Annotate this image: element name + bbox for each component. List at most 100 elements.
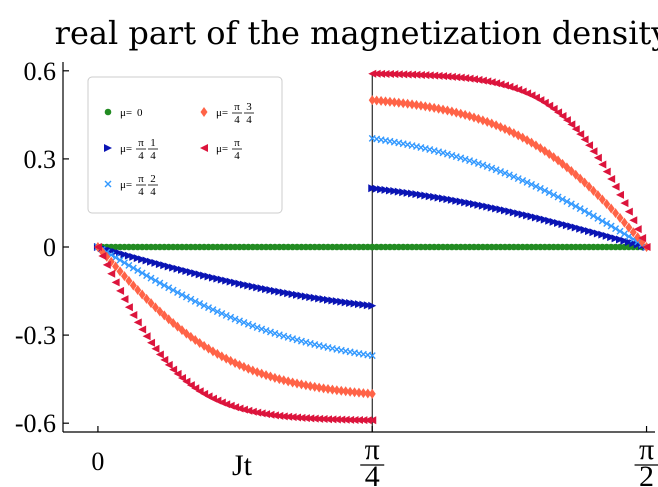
data-point (342, 386, 350, 397)
series-circle (94, 243, 650, 251)
legend-label-prefix: μ= (120, 179, 132, 191)
data-point (104, 144, 112, 152)
x-tick-label-denominator: 4 (365, 460, 380, 487)
data-point (558, 220, 567, 229)
data-point (155, 350, 164, 359)
data-point-stroke (523, 178, 531, 186)
data-point (576, 205, 584, 213)
data-point (549, 217, 558, 226)
x-tick-label-numerator: π (639, 433, 654, 466)
data-point (598, 217, 606, 225)
data-point (208, 273, 217, 282)
data-point (332, 297, 341, 306)
data-point (133, 318, 142, 327)
data-point (266, 285, 275, 294)
data-point (461, 109, 469, 120)
data-point (616, 235, 625, 244)
data-point (581, 207, 589, 215)
data-point (443, 105, 451, 116)
data-point (531, 213, 540, 222)
data-point-stroke (514, 175, 522, 183)
data-point (585, 209, 593, 217)
data-point (257, 284, 266, 293)
data-point (466, 157, 474, 165)
data-point (540, 215, 549, 224)
data-point (178, 291, 186, 299)
data-point (549, 104, 558, 113)
data-point (332, 415, 341, 424)
data-point (341, 415, 350, 424)
data-point (403, 188, 412, 197)
data-point (289, 377, 297, 388)
data-point (120, 259, 128, 267)
data-point (456, 197, 465, 206)
data-point (165, 284, 173, 292)
data-point (368, 69, 377, 78)
data-point (585, 141, 594, 150)
data-point (426, 102, 434, 113)
data-point (239, 280, 248, 289)
data-point (346, 298, 355, 307)
data-point (540, 98, 549, 107)
legend-label-prefix: μ= (216, 107, 228, 119)
data-point (191, 384, 200, 393)
data-point (217, 275, 226, 284)
legend-fraction-numerator: π (138, 137, 144, 149)
data-point (528, 180, 536, 188)
data-point (129, 310, 138, 319)
data-point (134, 267, 142, 275)
data-point (266, 410, 275, 419)
data-point (385, 70, 394, 79)
legend-fraction-denominator: 4 (138, 150, 144, 162)
data-point-stroke (492, 166, 500, 174)
data-point (104, 108, 112, 116)
data-point (585, 227, 594, 236)
data-point (594, 190, 602, 201)
data-point (301, 414, 310, 423)
data-point (408, 189, 417, 198)
data-point-stroke (598, 217, 606, 225)
data-point-stroke (253, 323, 261, 331)
data-point (443, 195, 452, 204)
data-point-stroke (585, 209, 593, 217)
data-point (133, 254, 142, 263)
data-point-stroke (120, 259, 128, 267)
data-point (620, 236, 629, 245)
data-point (550, 191, 558, 199)
data-point (483, 163, 491, 171)
data-point (425, 192, 434, 201)
data-point (554, 108, 563, 117)
x-tick-label-numerator: π (365, 433, 380, 466)
data-point (164, 360, 173, 369)
legend-fraction-numerator: 2 (150, 173, 156, 185)
data-point (134, 285, 142, 296)
data-point (235, 279, 244, 288)
data-point (386, 96, 394, 107)
data-point (607, 233, 616, 242)
data-point (448, 106, 456, 117)
data-point (616, 227, 624, 235)
data-point (576, 130, 585, 139)
data-point (218, 310, 226, 318)
data-point-stroke (134, 267, 142, 275)
data-point (227, 313, 235, 321)
data-point-stroke (156, 279, 164, 287)
data-point-stroke (528, 180, 536, 188)
data-point (297, 379, 305, 390)
data-point (603, 219, 611, 227)
data-point-stroke (178, 291, 186, 299)
data-point (147, 298, 155, 309)
data-point (625, 222, 633, 233)
data-point (390, 70, 399, 79)
data-point (430, 71, 439, 80)
data-point (129, 280, 137, 291)
data-point (262, 327, 270, 334)
data-point (169, 286, 177, 294)
data-point-stroke (151, 277, 159, 285)
data-point (412, 70, 421, 79)
x-axis-label: Jt (232, 449, 253, 482)
data-point (611, 234, 620, 243)
data-point (377, 95, 385, 106)
data-point (177, 373, 186, 382)
